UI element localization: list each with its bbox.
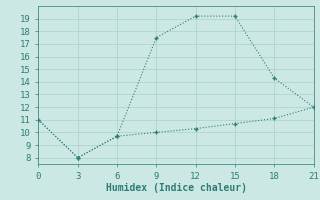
X-axis label: Humidex (Indice chaleur): Humidex (Indice chaleur) (106, 183, 246, 193)
